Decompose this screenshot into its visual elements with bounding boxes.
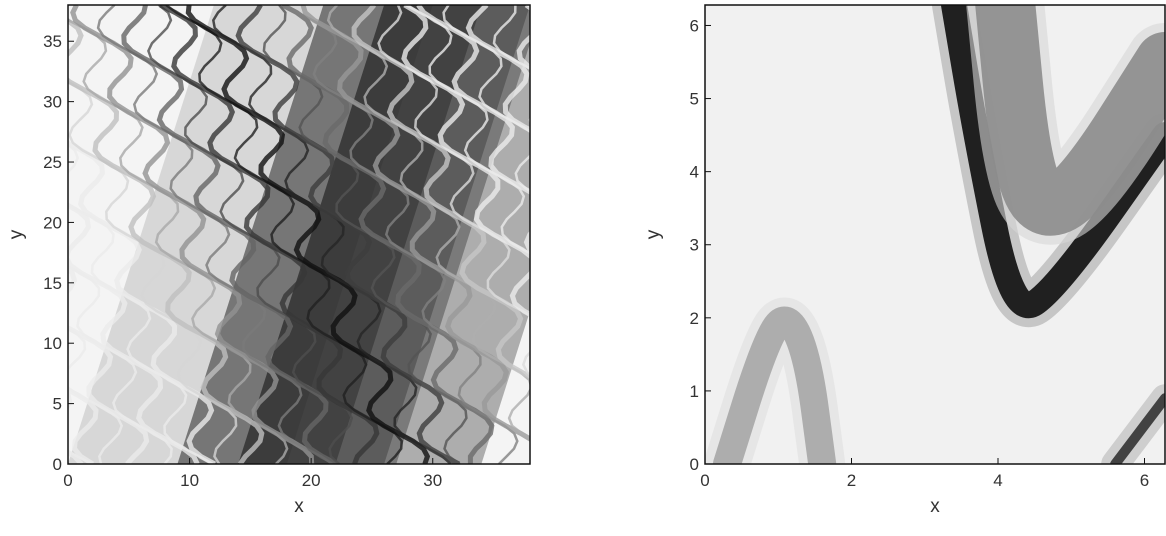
left-y-tick-label: 15 <box>43 274 62 293</box>
left-y-tick-label: 5 <box>53 395 62 414</box>
left-x-tick-label: 30 <box>423 471 442 490</box>
right-y-tick-label: 6 <box>690 16 699 35</box>
left-x-tick-label: 0 <box>63 471 72 490</box>
right-x-tick-label: 6 <box>1140 471 1149 490</box>
left-heatmap-filament <box>68 265 150 464</box>
left-heatmap-filament <box>284 5 519 464</box>
left-plot-frame <box>67 4 531 465</box>
left-heatmap-field <box>0 5 560 464</box>
left-y-axis-label: y <box>6 229 27 239</box>
left-heatmap-filament <box>159 5 380 464</box>
left-heatmap-filament <box>68 18 289 464</box>
left-heatmap-filament <box>68 265 173 464</box>
right-heatmap-field <box>705 5 1165 464</box>
right-y-tick-label: 0 <box>690 455 699 474</box>
left-heatmap-filament <box>68 202 200 464</box>
right-y-tick-label: 4 <box>690 163 699 182</box>
right-chart-panel: 0 2 4 6 0 1 2 3 4 5 6 x y <box>600 0 1166 536</box>
right-x-tick-label: 2 <box>847 471 856 490</box>
left-y-tick-label: 25 <box>43 153 62 172</box>
right-y-tick-label: 5 <box>690 90 699 109</box>
right-heatmap-dark-arch <box>941 5 1165 319</box>
right-heatmap-chart: 0 2 4 6 0 1 2 3 4 5 6 x y <box>643 4 1166 517</box>
left-y-tick-label: 30 <box>43 93 62 112</box>
left-heatmap-filament <box>300 5 530 442</box>
left-heatmap-filament <box>68 80 238 464</box>
left-heatmap-filament <box>281 5 495 464</box>
left-y-tick-label: 20 <box>43 213 62 232</box>
right-y-axis-label: y <box>643 229 664 239</box>
left-chart-panel: 0 10 20 30 0 5 10 15 20 25 30 35 x y <box>0 0 560 536</box>
left-x-tick-label: 10 <box>180 471 199 490</box>
left-heatmap-filament <box>0 5 6 464</box>
left-y-tick-label: 10 <box>43 334 62 353</box>
right-y-tick-label: 2 <box>690 309 699 328</box>
left-y-tick-label: 35 <box>43 32 62 51</box>
left-heatmap-filament <box>68 17 265 464</box>
right-x-axis-label: x <box>930 496 940 517</box>
left-heatmap-filament <box>526 5 530 8</box>
left-heatmap-chart: 0 10 20 30 0 5 10 15 20 25 30 35 x y <box>0 4 560 517</box>
left-heatmap-filament <box>185 5 431 464</box>
left-heatmap-filament <box>96 5 334 464</box>
left-heatmap-filament <box>211 5 452 464</box>
right-y-tick-label: 3 <box>690 236 699 255</box>
right-x-tick-label: 4 <box>993 471 1002 490</box>
left-heatmap-filament <box>405 5 530 255</box>
left-heatmap-filament <box>326 5 530 440</box>
left-x-axis-label: x <box>294 496 304 517</box>
left-heatmap-filament <box>535 5 560 464</box>
left-heatmap-filament <box>351 5 530 380</box>
right-x-tick-label: 0 <box>700 471 709 490</box>
left-y-tick-label: 0 <box>53 455 62 474</box>
right-heatmap-left-arch <box>712 306 837 464</box>
right-plot-frame <box>704 4 1166 465</box>
left-x-tick-label: 20 <box>302 471 321 490</box>
right-y-tick-label: 1 <box>690 382 699 401</box>
left-heatmap-filament <box>465 5 530 133</box>
right-heatmap-inner-lobe <box>975 5 1165 236</box>
left-heatmap-filament <box>401 5 530 318</box>
left-heatmap-filament <box>442 5 530 193</box>
left-heatmap-filament <box>165 5 403 464</box>
left-heatmap-filament <box>70 5 315 464</box>
